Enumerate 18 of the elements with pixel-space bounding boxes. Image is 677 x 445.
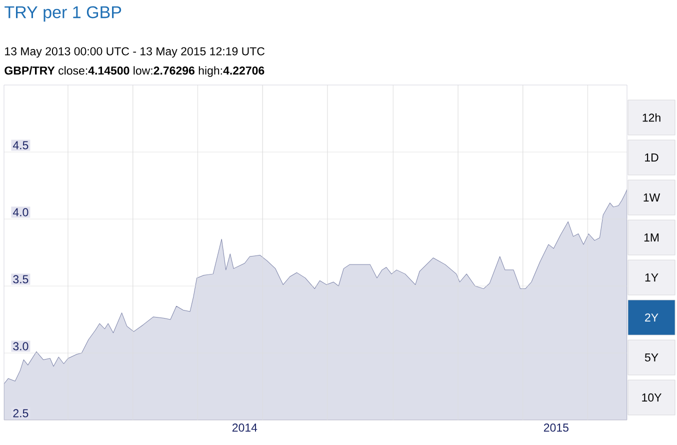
chart-title: TRY per 1 GBP xyxy=(4,6,122,22)
y-tick-label: 3.0 xyxy=(13,342,28,350)
chart-subtitle: 13 May 2013 00:00 UTC - 13 May 2015 12:19 UTC xyxy=(5,47,265,58)
text: GBP/TRY close:4.14500 low:2.76296 high:4.22706 xyxy=(4,66,264,77)
text: 12h xyxy=(642,113,660,122)
text: 1Y xyxy=(645,274,658,282)
y-tick-label: 4.5 xyxy=(12,141,28,150)
text: 10Y xyxy=(642,393,662,402)
y-tick-label: 4.0 xyxy=(12,208,28,216)
text: 2Y xyxy=(645,313,658,322)
text: 1W xyxy=(644,194,660,202)
text: 5Y xyxy=(644,353,658,362)
text: 1M xyxy=(644,234,659,242)
y-tick-label: 3.5 xyxy=(13,275,28,284)
x-tick-label: 2015 xyxy=(544,424,568,432)
text: 1D xyxy=(645,154,658,162)
y-tick-label: 2.5 xyxy=(13,409,28,418)
x-tick-label: 2014 xyxy=(232,424,258,432)
